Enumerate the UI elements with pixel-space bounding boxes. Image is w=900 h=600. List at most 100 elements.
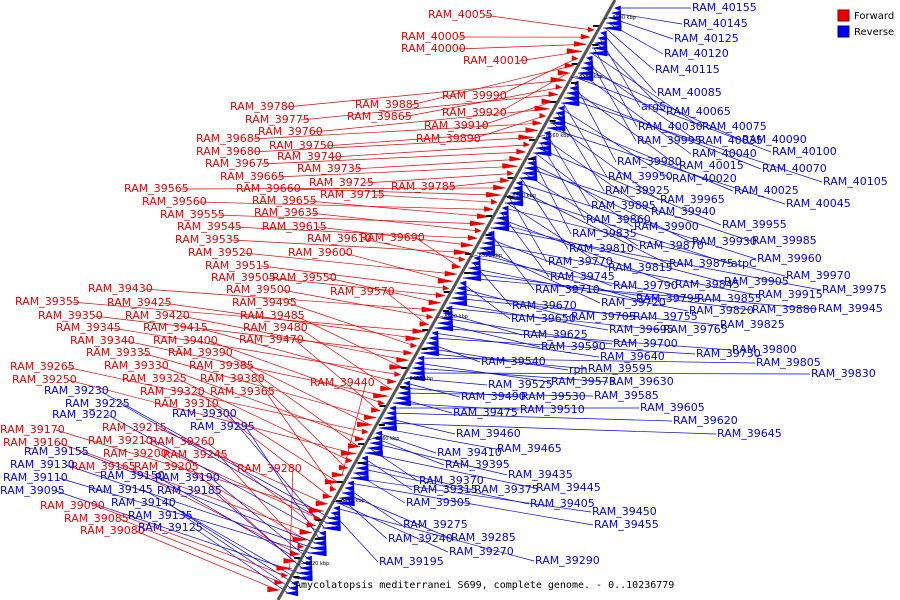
forward-gene-label: RAM_39555 <box>160 208 225 221</box>
reverse-gene-arrow <box>482 240 495 247</box>
reverse-connector <box>591 52 702 128</box>
tick-label: 8600 kbp <box>612 15 636 21</box>
forward-connector <box>243 252 456 275</box>
forward-gene-label: RAM_39265 <box>10 360 75 373</box>
forward-connector <box>285 79 564 108</box>
gene-mark <box>550 101 557 103</box>
reverse-connector <box>389 412 673 422</box>
reverse-connector <box>411 372 811 375</box>
reverse-connector <box>65 464 314 549</box>
forward-gene-label: RAM_39990 <box>442 89 507 102</box>
reverse-gene-label: RAM_39830 <box>811 367 876 380</box>
reverse-gene-arrow <box>476 250 496 257</box>
forward-gene-arrow <box>442 285 450 291</box>
forward-gene-arrow <box>564 62 575 69</box>
reverse-gene-arrow <box>599 30 607 37</box>
reverse-connector <box>548 127 786 205</box>
reverse-connector <box>245 426 320 539</box>
reverse-gene-label: RAM_39445 <box>536 481 601 494</box>
reverse-gene-arrow <box>582 60 593 67</box>
gene-mark <box>294 557 301 559</box>
reverse-connector <box>560 107 672 180</box>
reverse-connector <box>464 277 818 310</box>
forward-connector <box>483 14 593 31</box>
reverse-gene-label: RAM_39650 <box>511 312 576 325</box>
forward-connector <box>159 365 363 440</box>
reverse-gene-label: RAM_39930 <box>692 235 757 248</box>
reverse-connector <box>372 442 508 476</box>
reverse-connector <box>431 337 696 355</box>
reverse-connector <box>504 207 786 277</box>
forward-gene-label: RAM_39165 <box>71 460 136 473</box>
reverse-gene-label: RAM_39720 <box>601 296 666 309</box>
forward-gene-arrow <box>555 84 563 90</box>
reverse-gene-arrow <box>613 5 621 12</box>
reverse-connector <box>501 212 550 278</box>
reverse-connector <box>453 297 720 326</box>
reverse-gene-arrow <box>370 440 383 447</box>
tick-mark <box>401 377 409 381</box>
tick-mark <box>537 134 546 138</box>
reverse-gene-label: RAM_39295 <box>190 420 255 433</box>
forward-gene-label: RAM_39245 <box>163 448 228 461</box>
forward-gene-label: RAM_39890 <box>416 132 481 145</box>
reverse-gene-label: RAM_39925 <box>605 184 670 197</box>
forward-gene-label: RAM_39335 <box>86 346 151 359</box>
forward-gene-arrow <box>451 263 463 270</box>
reverse-connector <box>58 477 311 554</box>
reverse-gene-label: RAM_39195 <box>379 555 444 568</box>
gene-mark <box>379 405 386 407</box>
legend-reverse-label: Reverse <box>854 27 894 38</box>
reverse-gene-label: RAM_39595 <box>588 362 653 375</box>
reverse-gene-arrow <box>386 410 397 417</box>
reverse-gene-arrow <box>290 580 298 587</box>
forward-gene-arrow <box>516 148 527 155</box>
reverse-gene-label: RAM_39375 <box>474 483 539 496</box>
reverse-gene-label: RAM_39860 <box>586 213 651 226</box>
reverse-connector <box>366 452 536 489</box>
forward-gene-label: RAM_39545 <box>177 220 242 233</box>
reverse-gene-label: RAM_39605 <box>640 401 705 414</box>
reverse-gene-label: RAM_39465 <box>497 442 562 455</box>
forward-connector <box>197 201 492 210</box>
forward-gene-arrow <box>437 277 454 284</box>
forward-gene-arrow <box>500 177 511 184</box>
reverse-gene-arrow <box>540 135 551 142</box>
forward-connector <box>295 315 403 368</box>
reverse-connector <box>414 367 609 383</box>
reverse-gene-label: RAM_39270 <box>449 545 514 558</box>
reverse-gene-arrow <box>510 190 523 197</box>
forward-gene-arrow <box>493 184 506 191</box>
reverse-gene-label: RAM_39940 <box>651 205 716 218</box>
forward-connector <box>223 352 371 426</box>
reverse-gene-label: RAM_39530 <box>521 390 586 403</box>
reverse-connector <box>509 197 548 263</box>
forward-gene-label: RAM_39920 <box>442 106 507 119</box>
reverse-gene-label: RAM_39995 <box>637 134 702 147</box>
forward-gene-arrow <box>474 227 482 234</box>
reverse-gene-label: RAM_39455 <box>594 518 659 531</box>
reverse-gene-label: RAM_39825 <box>720 318 785 331</box>
forward-connector <box>281 289 431 318</box>
reverse-gene-label: RAM_39225 <box>65 397 130 410</box>
reverse-gene-arrow <box>428 335 439 342</box>
reverse-gene-arrow <box>398 390 411 397</box>
reverse-gene-label: RAM_39875 <box>669 257 734 270</box>
reverse-connector <box>506 202 608 269</box>
reverse-gene-arrow <box>440 315 453 322</box>
forward-gene-label: RAM_39430 <box>88 282 153 295</box>
reverse-gene-label: RAM_40075 <box>702 120 767 133</box>
forward-gene-arrow <box>518 134 534 140</box>
reverse-connector <box>562 102 608 178</box>
forward-gene-label: RAM_39570 <box>330 285 395 298</box>
reverse-gene-label: RAM_39620 <box>673 414 738 427</box>
forward-gene-label: RAM_39470 <box>239 333 304 346</box>
reverse-connector <box>403 387 521 398</box>
forward-gene-label: RAM_39505 <box>211 271 276 284</box>
tick-mark <box>504 194 512 198</box>
forward-gene-label: RAM_39080 <box>80 524 145 537</box>
forward-gene-label: RAM_39725 <box>309 176 374 189</box>
reverse-gene-arrow <box>493 220 509 227</box>
reverse-gene-arrow <box>610 10 621 17</box>
